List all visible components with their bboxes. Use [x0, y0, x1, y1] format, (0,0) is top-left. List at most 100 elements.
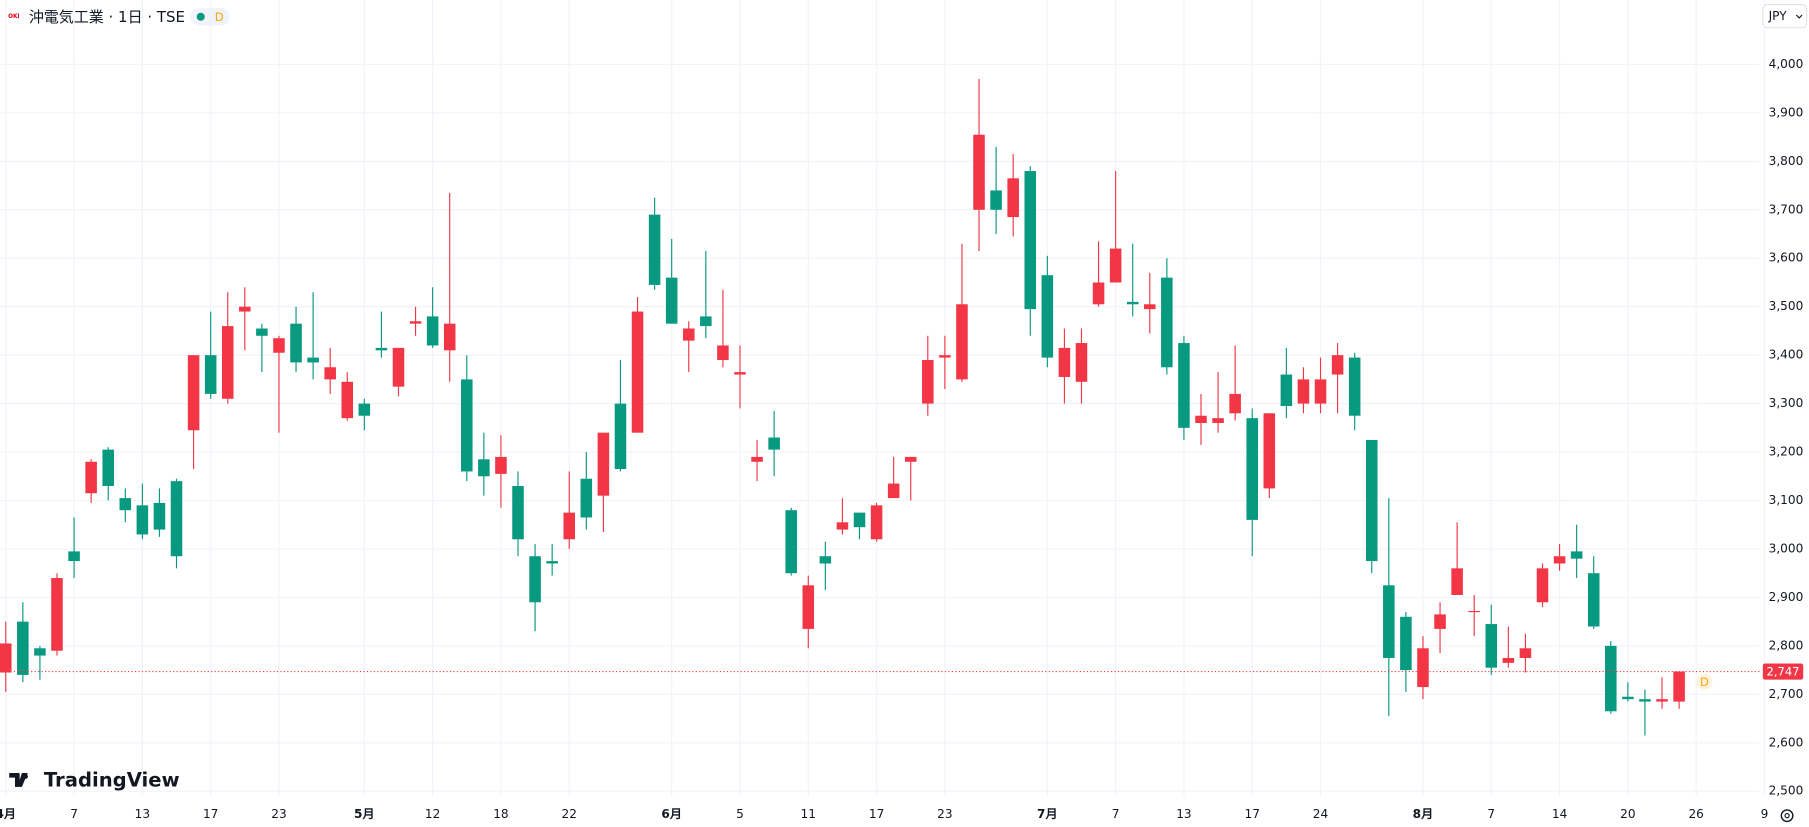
candle-body: [221, 326, 234, 399]
candle-body: [597, 432, 610, 496]
candle-body: [409, 321, 422, 324]
candle-body: [939, 355, 951, 358]
candle-body: [1109, 248, 1122, 283]
y-tick-label: 3,200: [1769, 445, 1804, 459]
candle-body: [34, 648, 46, 656]
candle-body: [1468, 610, 1480, 613]
tv-logo: [9, 772, 28, 787]
candle-body: [102, 449, 114, 486]
candle-body: [324, 367, 336, 380]
candle-body: [256, 328, 268, 336]
candle-body: [495, 456, 507, 474]
x-tick-label: 17: [1245, 807, 1260, 821]
candle-body: [648, 214, 661, 285]
y-tick-label: 2,700: [1769, 687, 1804, 701]
candle-body: [802, 585, 815, 629]
candle-body: [1502, 657, 1515, 663]
x-tick-label: 5月: [354, 807, 375, 821]
x-tick-label: 24: [1313, 807, 1329, 821]
candle-body: [1007, 178, 1019, 218]
candle-body: [187, 355, 200, 431]
x-tick-label: 7: [70, 807, 78, 821]
candle-body: [119, 498, 132, 511]
candle-body: [580, 478, 593, 518]
candle-body: [1451, 568, 1463, 595]
x-tick-label: 17: [869, 807, 884, 821]
x-tick-label: 8月: [1413, 807, 1434, 821]
x-tick-label: 7: [1487, 807, 1495, 821]
candle-body: [68, 551, 80, 562]
candle-body: [665, 277, 678, 324]
candle-body: [1673, 671, 1685, 702]
y-tick-label: 4,000: [1769, 57, 1804, 71]
candle-body: [273, 338, 285, 353]
x-tick-label: 11: [801, 807, 816, 821]
x-tick-label: 7: [1112, 807, 1120, 821]
y-tick-label: 3,700: [1769, 202, 1804, 216]
watermark: TradingView: [44, 769, 180, 792]
y-tick-label: 2,800: [1769, 638, 1804, 652]
candle-body: [1365, 439, 1378, 562]
candle-body: [1570, 551, 1583, 559]
candles: [0, 78, 1685, 736]
candle-body: [392, 347, 405, 387]
grid: [0, 0, 1766, 797]
last-price-box: [1762, 663, 1804, 680]
candle-body: [768, 437, 780, 450]
status-pill[interactable]: [190, 8, 230, 26]
y-tick-label: 3,100: [1769, 493, 1804, 507]
candle-body: [358, 403, 371, 416]
candle-body: [51, 578, 63, 651]
x-tick-label: 4月: [0, 807, 16, 821]
x-tick-label: 14: [1552, 807, 1568, 821]
candle-body: [1092, 282, 1105, 305]
candle-body: [1417, 648, 1429, 688]
candle-body: [819, 556, 832, 564]
candle-body: [1383, 585, 1395, 658]
candle-body: [836, 522, 849, 530]
candle-body: [1195, 415, 1207, 423]
candle-body: [614, 403, 627, 470]
candle-body: [1212, 418, 1224, 423]
status-dot: [196, 12, 205, 21]
candle-body: [204, 355, 217, 394]
candle-body: [461, 379, 473, 472]
candle-body: [1161, 277, 1173, 368]
candle-body: [307, 357, 319, 363]
x-tick-label: 20: [1620, 807, 1635, 821]
candle-body: [1587, 573, 1600, 627]
currency-button[interactable]: [1762, 4, 1808, 29]
candle-body: [1434, 614, 1446, 629]
candle-body: [239, 306, 251, 312]
candle-body: [1024, 171, 1037, 310]
candle-body: [85, 461, 97, 494]
candle-body: [751, 456, 763, 462]
x-tick-label: 26: [1688, 807, 1703, 821]
candle-body: [973, 134, 985, 210]
overlay: 2,500 2,600 2,700 2,800 2,900 3,000 3,100 3,200…: [0, 57, 1803, 821]
candle-body: [1144, 304, 1156, 310]
settings-icon[interactable]: [1780, 809, 1794, 823]
x-tick-label: 6月: [661, 807, 682, 821]
candle-body: [631, 311, 644, 433]
y-tick-label: 3,500: [1769, 299, 1804, 313]
candle-body: [990, 190, 1002, 210]
last-price-label: 2,747: [1767, 665, 1800, 679]
symbol-title[interactable]: 沖電気工業 · 1日 · TSE: [29, 8, 185, 26]
settings-icon-core: [1784, 813, 1790, 819]
session-marker-label: D: [1700, 675, 1709, 689]
y-tick-label: 3,900: [1769, 105, 1804, 119]
y-tick-label: 3,300: [1769, 396, 1804, 410]
tv-dot: [22, 773, 28, 779]
candle-body: [443, 323, 456, 351]
y-tick-label: 2,900: [1769, 590, 1804, 604]
x-tick-label: 7月: [1037, 807, 1058, 821]
y-tick-label: 2,600: [1769, 735, 1804, 749]
candle-body: [717, 345, 729, 361]
y-tick-label: 3,000: [1769, 541, 1804, 555]
candle-body: [1536, 568, 1549, 603]
candle-body: [136, 505, 149, 535]
candle-body: [1297, 379, 1310, 404]
candle-body: [1126, 301, 1139, 305]
